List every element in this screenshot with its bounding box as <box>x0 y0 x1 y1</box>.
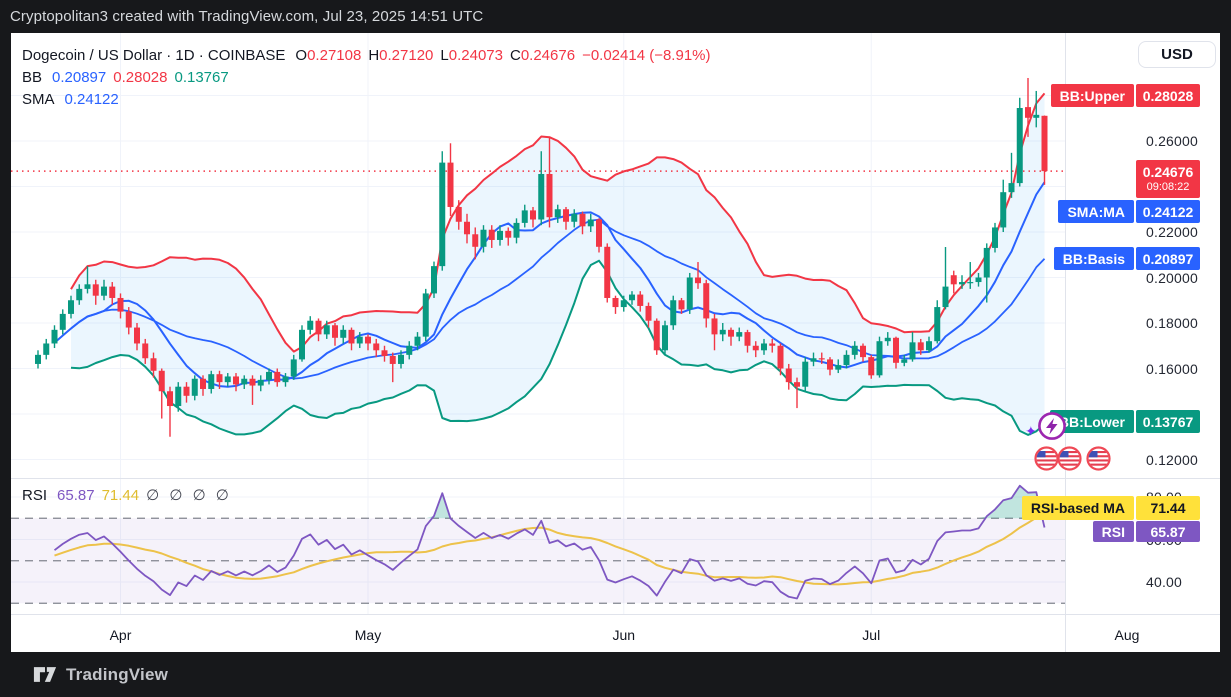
sma-badge[interactable]: SMA:MA 0.24122 <box>1058 200 1200 223</box>
rsi-label[interactable]: RSI <box>22 487 48 504</box>
close-label: C <box>509 47 521 64</box>
brand-bar: TradingView <box>0 652 1231 697</box>
bb-lower-badge[interactable]: BB:Lower 0.13767 <box>1049 410 1200 433</box>
rsi-pane <box>11 484 1065 604</box>
rsi-badge-label: RSI <box>1092 521 1134 542</box>
sma-value: 0.24122 <box>64 91 119 108</box>
rsi-ma-badge-label: RSI-based MA <box>1021 496 1134 520</box>
axis-tick-label: 0.22000 <box>1146 224 1199 240</box>
lightning-icon[interactable] <box>1036 410 1068 442</box>
bb-upper-badge-value: 0.28028 <box>1136 84 1200 107</box>
last-price-value: 0.24676 <box>1142 164 1194 180</box>
sparkle-icon: ✦ <box>1025 423 1037 439</box>
bb-lower-line <box>70 259 1046 436</box>
high-value: 0.27120 <box>379 47 434 64</box>
us-flag-icon[interactable] <box>1086 446 1111 471</box>
time-axis-label-jul: Jul <box>862 627 881 643</box>
high-label: H <box>368 47 380 64</box>
open-value: 0.27108 <box>307 47 362 64</box>
bb-upper-badge-label: BB:Upper <box>1050 84 1134 107</box>
pane-separator[interactable] <box>11 478 1220 479</box>
time-axis-label-jun: Jun <box>612 627 636 643</box>
axis-tick-label: 0.18000 <box>1146 315 1199 331</box>
time-axis-separator <box>11 614 1220 615</box>
attribution-bar: Cryptopolitan3 created with TradingView.… <box>0 0 1231 33</box>
symbol-legend[interactable]: Dogecoin / US Dollar · 1D · COINBASE O0.2… <box>22 47 718 64</box>
sma-label[interactable]: SMA <box>22 91 55 108</box>
bb-label[interactable]: BB <box>22 69 43 86</box>
axis-tick-label: 0.16000 <box>1146 360 1199 377</box>
bb-basis-value: 0.20897 <box>52 69 107 86</box>
bb-basis-badge-label: BB:Basis <box>1053 247 1134 270</box>
us-flag-icon[interactable] <box>1057 446 1082 471</box>
grid-layer <box>11 33 1065 614</box>
rsi-empty-values: ∅ ∅ ∅ ∅ <box>146 487 229 504</box>
time-axis-label-aug: Aug <box>1114 627 1140 643</box>
bb-lower-badge-value: 0.13767 <box>1136 410 1200 433</box>
rsi-value: 65.87 <box>57 487 95 504</box>
bb-band-fill <box>71 93 1045 435</box>
last-price-badge[interactable]: 0.24676 09:08:22 <box>1136 160 1200 198</box>
rsi-legend[interactable]: RSI 65.87 71.44 ∅ ∅ ∅ ∅ <box>22 486 236 504</box>
low-label: L <box>440 47 449 64</box>
rsi-line <box>53 484 1046 600</box>
close-value: 0.24676 <box>520 47 576 64</box>
price-pane <box>11 77 1065 437</box>
tradingview-logo-icon[interactable] <box>33 664 57 685</box>
bb-upper-value: 0.28028 <box>113 69 168 86</box>
sma-legend[interactable]: SMA 0.24122 <box>22 91 126 108</box>
tradingview-wordmark[interactable]: TradingView <box>66 664 169 684</box>
bb-upper-badge[interactable]: BB:Upper 0.28028 <box>1050 84 1200 107</box>
sma-badge-value: 0.24122 <box>1136 200 1200 223</box>
rsi-badge[interactable]: RSI 65.87 <box>1092 521 1200 542</box>
axis-tick-label: 40.00 <box>1146 574 1183 590</box>
symbol-title[interactable]: Dogecoin / US Dollar · 1D · COINBASE <box>22 47 286 64</box>
bb-lower-badge-label: BB:Lower <box>1049 410 1134 433</box>
rsi-ma-value: 71.44 <box>101 487 140 504</box>
bb-basis-badge-value: 0.20897 <box>1136 247 1200 270</box>
low-value: 0.24073 <box>448 47 503 64</box>
price-axis-separator <box>1065 33 1066 652</box>
currency-button[interactable]: USD <box>1138 41 1216 68</box>
attribution-text: Cryptopolitan3 created with TradingView.… <box>10 8 484 25</box>
sma-badge-label: SMA:MA <box>1058 200 1134 223</box>
open-label: O <box>295 47 308 64</box>
bb-lower-value: 0.13767 <box>174 69 229 86</box>
us-flag-icon[interactable] <box>1034 446 1059 471</box>
bb-upper-line <box>70 92 1046 353</box>
rsi-badge-value: 65.87 <box>1136 521 1200 542</box>
time-axis-label-apr: Apr <box>109 627 132 643</box>
axis-tick-label: 0.26000 <box>1146 133 1199 149</box>
change-value: −0.02414 (−8.91%) <box>582 47 711 64</box>
axis-tick-label: 0.20000 <box>1146 269 1199 286</box>
bb-basis-badge[interactable]: BB:Basis 0.20897 <box>1053 247 1200 270</box>
candles-layer <box>35 77 1048 437</box>
axis-tick-label: 0.12000 <box>1146 451 1199 468</box>
rsi-ma-badge-value: 71.44 <box>1136 496 1200 520</box>
bar-countdown: 09:08:22 <box>1146 181 1190 193</box>
rsi-ma-badge[interactable]: RSI-based MA 71.44 <box>1021 496 1200 520</box>
time-axis-label-may: May <box>354 627 382 643</box>
bb-legend[interactable]: BB 0.20897 0.28028 0.13767 <box>22 69 236 86</box>
